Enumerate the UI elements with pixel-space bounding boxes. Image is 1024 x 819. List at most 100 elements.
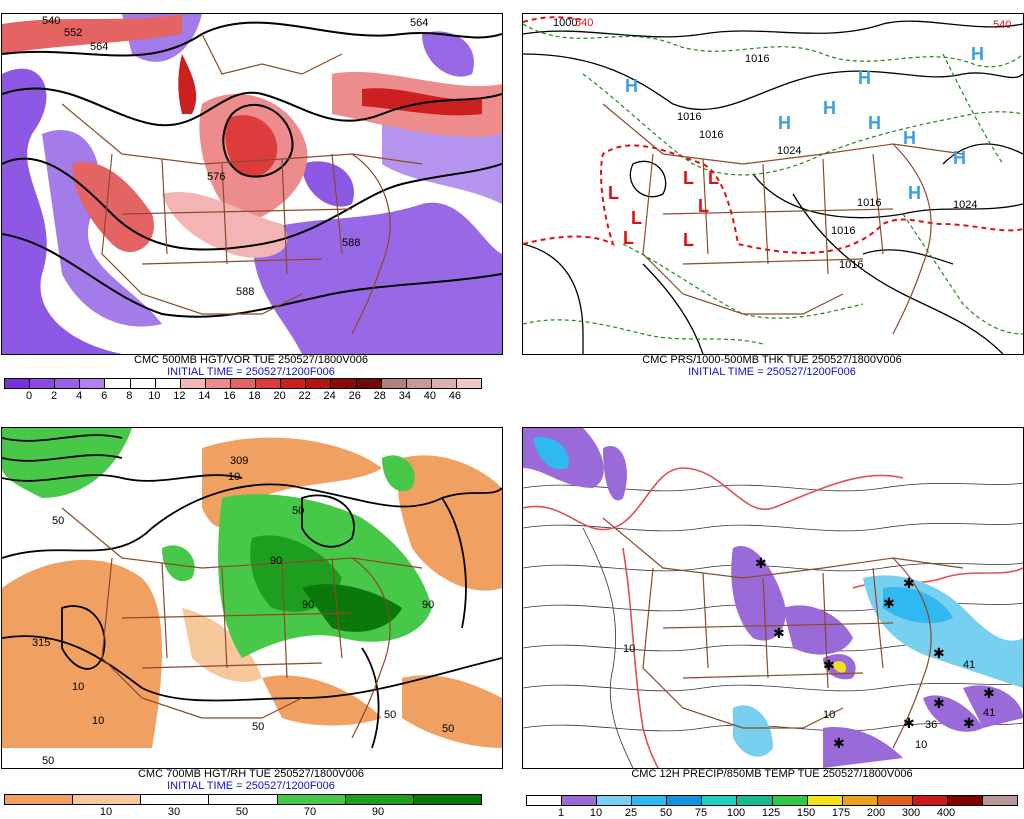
snow-icon: ✱	[883, 596, 895, 612]
caption-title: CMC PRS/1000-500MB THK TUE 250527/1800V0…	[642, 354, 902, 366]
color-scale-cell	[562, 796, 598, 805]
caption-init-time: INITIAL TIME = 250527/1200F006	[167, 366, 335, 378]
color-scale-cell	[277, 795, 346, 804]
contour-label: 50	[442, 723, 454, 735]
scale-tick-label: 20	[273, 390, 286, 402]
high-pressure-icon: H	[971, 44, 984, 64]
thickness-label: 540	[993, 19, 1011, 31]
color-scale-cell	[155, 379, 181, 388]
scale-tick-label: 16	[223, 390, 236, 402]
scale-tick-label: 18	[248, 390, 261, 402]
scale-tick-label: 90	[371, 806, 385, 818]
vorticity-scale-ticks: 0 2 4 6 8 10 12 14 16 18 20 22 24 26 28 34 40 46	[4, 390, 480, 402]
isobar-label: 1024	[953, 199, 977, 211]
caption-title: CMC 500MB HGT/VOR TUE 250527/1800V006	[134, 354, 368, 366]
snow-icon: ✱	[823, 658, 835, 674]
contour-label: 10	[228, 471, 240, 483]
snow-icon: ✱	[903, 576, 915, 592]
contour-label: 10	[823, 709, 835, 721]
color-scale-cell	[842, 796, 878, 805]
snow-icon: ✱	[755, 556, 767, 572]
contour-label: 10	[915, 739, 927, 751]
humidity-map-graphic: 315 309 10 10 50 50 50 50 50 50 90 90 90…	[2, 428, 502, 768]
pressure-map: H H H H H H H H H L L L L L L L 1016 101…	[522, 13, 1024, 355]
isobar-label: 1000	[553, 17, 577, 29]
color-scale-cell	[381, 379, 407, 388]
contour-label: 50	[42, 755, 54, 767]
color-scale-cell	[737, 796, 773, 805]
scale-tick-label: 0	[25, 390, 33, 402]
snow-icon: ✱	[933, 646, 945, 662]
scale-tick-label: 10	[589, 807, 603, 819]
precipitation-caption: CMC 12H PRECIP/850MB TEMP TUE 250527/180…	[522, 768, 1022, 780]
contour-label: 50	[384, 709, 396, 721]
scale-tick-label: 24	[323, 390, 336, 402]
panel-500mb-vorticity: 540 552 564 564 576 588 588 CMC 500MB HG…	[0, 0, 504, 405]
low-pressure-icon: L	[698, 196, 709, 216]
low-pressure-icon: L	[608, 183, 619, 203]
contour-label: 90	[270, 555, 282, 567]
contour-label: 576	[207, 171, 225, 183]
contour-label: 540	[42, 15, 60, 27]
contour-label: 564	[90, 41, 108, 53]
color-scale-cell	[877, 796, 913, 805]
isobar-label: 1016	[839, 259, 863, 271]
snow-icon: ✱	[903, 716, 915, 732]
humidity-scale-ticks: 10 30 50 70 90	[4, 806, 480, 818]
color-scale-cell	[431, 379, 457, 388]
scale-tick-label: 175	[831, 807, 851, 819]
pressure-map-graphic: H H H H H H H H H L L L L L L L 1016 101…	[523, 14, 1023, 354]
pressure-caption: CMC PRS/1000-500MB THK TUE 250527/1800V0…	[522, 354, 1022, 378]
contour-label: 90	[422, 599, 434, 611]
color-scale-cell	[80, 379, 106, 388]
color-scale-cell	[105, 379, 131, 388]
contour-label: 36	[925, 719, 937, 731]
contour-label: 564	[410, 17, 428, 29]
scale-tick-label: 50	[235, 806, 249, 818]
vorticity-color-scale	[4, 378, 482, 389]
color-scale-cell	[912, 796, 948, 805]
scale-tick-label: 2	[51, 390, 58, 402]
scale-tick-label: 34	[398, 390, 411, 402]
precipitation-map: ✱ ✱ ✱ ✱ ✱ ✱ ✱ ✱ ✱ ✱ ✱ 41 41 36 10 10 10	[522, 427, 1024, 769]
humidity-map: 315 309 10 10 50 50 50 50 50 50 90 90 90…	[1, 427, 503, 769]
snow-icon: ✱	[983, 686, 995, 702]
color-scale-cell	[130, 379, 156, 388]
high-pressure-icon: H	[778, 113, 791, 133]
scale-tick-label: 14	[198, 390, 211, 402]
high-pressure-icon: H	[823, 98, 836, 118]
high-pressure-icon: H	[908, 183, 921, 203]
contour-label: 50	[52, 515, 64, 527]
scale-tick-label: 4	[76, 390, 83, 402]
contour-label: 50	[292, 505, 304, 517]
vorticity-map: 540 552 564 564 576 588 588	[1, 13, 503, 355]
precipitation-scale-ticks: 1 10 25 50 75 100 125 150 175 200 300 400	[526, 807, 1016, 819]
contour-label: 10	[92, 715, 104, 727]
contour-label: 41	[963, 659, 975, 671]
snow-icon: ✱	[773, 626, 785, 642]
color-scale-cell	[356, 379, 382, 388]
color-scale-cell	[772, 796, 808, 805]
contour-label: 315	[32, 637, 50, 649]
color-scale-cell	[983, 796, 1018, 805]
high-pressure-icon: H	[858, 68, 871, 88]
color-scale-cell	[632, 796, 668, 805]
color-scale-cell	[141, 795, 210, 804]
snow-icon: ✱	[933, 696, 945, 712]
high-pressure-icon: H	[625, 76, 638, 96]
color-scale-cell	[667, 796, 703, 805]
vorticity-map-graphic: 540 552 564 564 576 588 588	[2, 14, 502, 354]
panel-700mb-humidity: 315 309 10 10 50 50 50 50 50 50 90 90 90…	[0, 414, 504, 819]
isobar-label: 1016	[699, 129, 723, 141]
color-scale-cell	[597, 796, 633, 805]
color-scale-cell	[30, 379, 56, 388]
scale-tick-label: 150	[796, 807, 816, 819]
color-scale-cell	[205, 379, 231, 388]
scale-tick-label: 125	[761, 807, 781, 819]
precipitation-color-scale	[526, 795, 1018, 806]
scale-tick-label: 70	[303, 806, 317, 818]
color-scale-cell	[456, 379, 482, 388]
color-scale-cell	[702, 796, 738, 805]
color-scale-cell	[306, 379, 332, 388]
scale-tick-label: 300	[901, 807, 921, 819]
